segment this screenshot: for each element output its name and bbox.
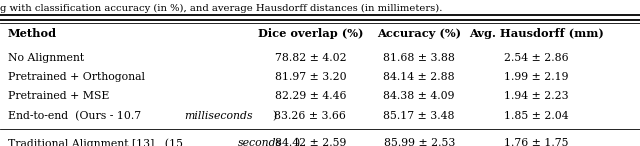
Text: No Alignment: No Alignment xyxy=(8,53,84,62)
Text: 2.54 ± 2.86: 2.54 ± 2.86 xyxy=(504,53,568,62)
Text: ): ) xyxy=(295,138,300,146)
Text: 85.99 ± 2.53: 85.99 ± 2.53 xyxy=(383,138,455,146)
Text: milliseconds: milliseconds xyxy=(184,111,253,121)
Text: 81.68 ± 3.88: 81.68 ± 3.88 xyxy=(383,53,455,62)
Text: 84.42 ± 2.59: 84.42 ± 2.59 xyxy=(275,138,346,146)
Text: End-to-end  (Ours - 10.7: End-to-end (Ours - 10.7 xyxy=(8,111,144,121)
Text: Pretrained + MSE: Pretrained + MSE xyxy=(8,91,109,101)
Text: 84.38 ± 4.09: 84.38 ± 4.09 xyxy=(383,91,455,101)
Text: seconds: seconds xyxy=(238,138,282,146)
Text: Accuracy (%): Accuracy (%) xyxy=(377,28,461,39)
Text: Dice overlap (%): Dice overlap (%) xyxy=(258,28,363,39)
Text: Traditional Alignment [13]   (15: Traditional Alignment [13] (15 xyxy=(8,138,186,146)
Text: 83.26 ± 3.66: 83.26 ± 3.66 xyxy=(275,111,346,121)
Text: Method: Method xyxy=(8,28,57,39)
Text: Avg. Hausdorff (mm): Avg. Hausdorff (mm) xyxy=(469,28,604,39)
Text: 84.14 ± 2.88: 84.14 ± 2.88 xyxy=(383,72,455,82)
Text: 82.29 ± 4.46: 82.29 ± 4.46 xyxy=(275,91,346,101)
Text: Pretrained + Orthogonal: Pretrained + Orthogonal xyxy=(8,72,145,82)
Text: 1.85 ± 2.04: 1.85 ± 2.04 xyxy=(504,111,568,121)
Text: 78.82 ± 4.02: 78.82 ± 4.02 xyxy=(275,53,346,62)
Text: 1.99 ± 2.19: 1.99 ± 2.19 xyxy=(504,72,568,82)
Text: ): ) xyxy=(273,111,276,121)
Text: g with classification accuracy (in %), and average Hausdorff distances (in milli: g with classification accuracy (in %), a… xyxy=(0,4,442,13)
Text: 1.76 ± 1.75: 1.76 ± 1.75 xyxy=(504,138,568,146)
Text: 1.94 ± 2.23: 1.94 ± 2.23 xyxy=(504,91,568,101)
Text: 85.17 ± 3.48: 85.17 ± 3.48 xyxy=(383,111,455,121)
Text: 81.97 ± 3.20: 81.97 ± 3.20 xyxy=(275,72,346,82)
